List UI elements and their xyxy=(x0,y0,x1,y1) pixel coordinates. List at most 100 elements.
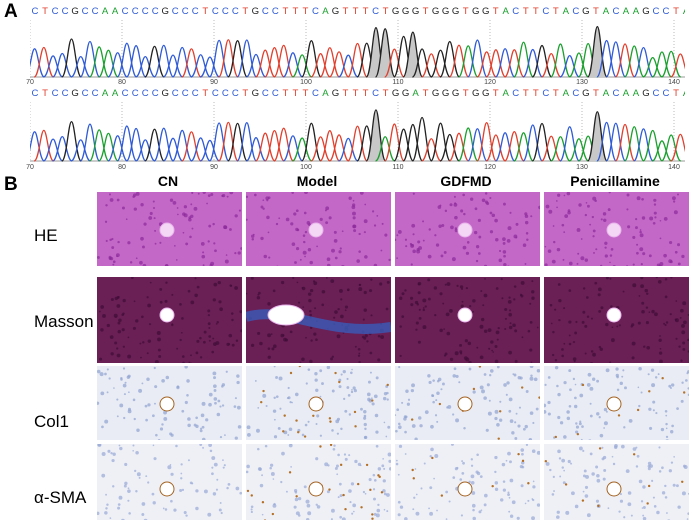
trace-peak xyxy=(301,122,322,162)
trace-peak xyxy=(310,53,331,78)
trace-peak xyxy=(163,54,183,78)
trace-peak xyxy=(495,48,516,78)
base-letter: C xyxy=(271,6,279,17)
trace-peak xyxy=(347,42,368,78)
base-letter: C xyxy=(181,6,189,17)
trace-peak xyxy=(623,45,645,78)
base-letter: A xyxy=(602,88,610,99)
trace-peak xyxy=(116,42,138,78)
row-label-masson: Masson xyxy=(34,312,94,331)
column-header-model: Model xyxy=(296,173,338,189)
base-letter: T xyxy=(552,88,559,99)
trace-peak xyxy=(347,125,368,162)
trace-peak xyxy=(70,55,91,78)
trace-peak xyxy=(282,135,303,162)
base-letter: T xyxy=(242,6,249,17)
tick-label: 140 xyxy=(668,79,680,86)
base-letter: T xyxy=(242,88,249,99)
trace-peak xyxy=(568,138,589,162)
base-letter: C xyxy=(652,6,660,17)
trace-peak xyxy=(485,49,506,78)
base-letter: G xyxy=(431,6,440,17)
trace-peak xyxy=(329,51,350,78)
base-letter: T xyxy=(522,88,529,99)
trace-peak xyxy=(310,136,331,162)
trace-peak xyxy=(623,126,645,162)
base-letter: G xyxy=(642,88,650,99)
trace-peak xyxy=(52,135,73,162)
chromatogram-top xyxy=(30,20,685,78)
trace-peak xyxy=(467,39,488,78)
trace-peak xyxy=(107,135,128,162)
base-letter: G xyxy=(441,6,450,17)
base-letter: C xyxy=(121,88,129,99)
base-letter: A xyxy=(622,88,630,99)
trace-peak xyxy=(135,56,156,78)
trace-peak xyxy=(651,51,672,78)
trace-peak xyxy=(375,136,396,162)
base-letter: C xyxy=(91,88,99,99)
trace-peak xyxy=(495,132,516,162)
trace-peak xyxy=(218,121,239,162)
base-letter: T xyxy=(462,6,469,17)
trace-peak xyxy=(605,122,627,162)
trace-peak xyxy=(246,137,267,162)
base-letter: C xyxy=(131,88,139,99)
base-letter: C xyxy=(211,88,219,99)
trace-peak xyxy=(651,140,672,162)
base-letter: C xyxy=(512,6,520,17)
trace-peak xyxy=(421,138,442,162)
base-letter: T xyxy=(202,6,209,17)
base-letter: T xyxy=(592,6,599,17)
trace-peak xyxy=(430,49,451,78)
base-letter: G xyxy=(582,6,590,17)
base-letter: T xyxy=(362,6,369,17)
panel-b-label: B xyxy=(4,174,18,195)
trace-peak xyxy=(513,41,534,78)
trace-peak xyxy=(125,45,147,78)
tick-label: 140 xyxy=(668,164,680,171)
base-letter: T xyxy=(522,6,529,17)
trace-peak xyxy=(642,56,663,78)
base-letter: C xyxy=(572,88,580,99)
micrograph-HE-Penicillamine xyxy=(544,192,689,266)
base-letter: A xyxy=(622,6,630,17)
trace-peak xyxy=(661,50,682,78)
row-label-alpha-sma: α-SMA xyxy=(34,488,87,507)
base-letter: T xyxy=(382,88,389,99)
micrograph-Col1-Penicillamine xyxy=(544,366,689,440)
base-letter: A xyxy=(322,6,329,17)
trace-peak xyxy=(614,43,636,78)
base-letter: C xyxy=(181,88,189,99)
trace-peak xyxy=(181,131,202,162)
base-letter: C xyxy=(151,88,159,99)
trace-peak xyxy=(88,46,110,78)
trace-peak xyxy=(236,122,258,162)
base-letter: T xyxy=(302,88,309,99)
trace-peak xyxy=(190,137,211,162)
trace-peak xyxy=(531,44,553,78)
trace-peak xyxy=(153,127,175,162)
trace-peak xyxy=(144,45,165,78)
base-letter: G xyxy=(411,6,420,17)
base-letter: A xyxy=(632,6,640,17)
base-letter: G xyxy=(161,88,169,99)
base-letter: T xyxy=(282,6,289,17)
tick-label: 130 xyxy=(576,164,588,171)
base-letter: C xyxy=(51,88,59,99)
column-header-penicillamine: Penicillamine xyxy=(570,173,660,189)
base-letter: T xyxy=(282,88,289,99)
base-letter: T xyxy=(492,88,499,99)
tick-label: 110 xyxy=(392,164,404,171)
tick-label: 70 xyxy=(26,79,34,86)
trace-peak xyxy=(181,48,202,78)
base-letter: C xyxy=(542,6,550,17)
base-letter: A xyxy=(681,88,685,99)
trace-peak xyxy=(587,25,608,78)
base-letter: G xyxy=(391,6,400,17)
trace-peak xyxy=(476,122,497,162)
base-letter: T xyxy=(382,6,389,17)
trace-peak xyxy=(605,41,627,78)
base-letter: G xyxy=(481,88,490,99)
trace-peak xyxy=(587,111,608,162)
